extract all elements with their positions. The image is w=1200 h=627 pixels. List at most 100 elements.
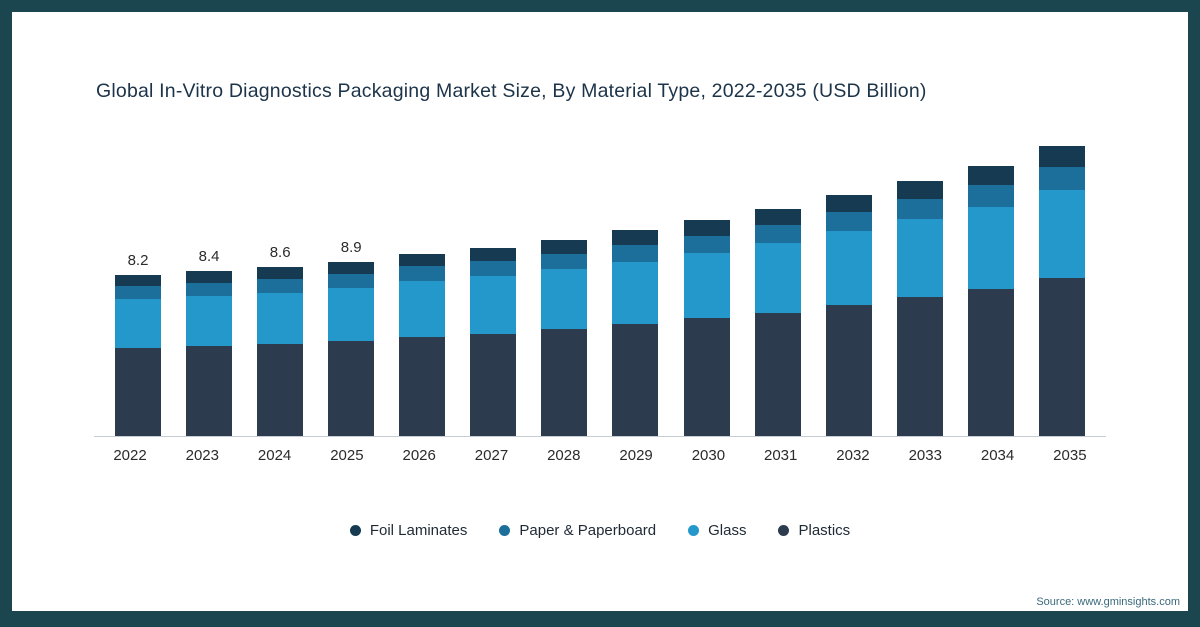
bar-value-label-2026 <box>399 231 445 249</box>
segment-glass-2033 <box>896 219 943 297</box>
segment-foil-laminates-2027 <box>470 247 517 262</box>
x-axis-labels: 2022 2023 2024 2025 2026 2027 2028 2029 2030 2031… <box>104 447 1096 464</box>
source-note: Source: www.gminsights.com <box>1036 596 1180 608</box>
segment-paper-paperboard-2025 <box>328 273 375 289</box>
segment-glass-2028 <box>541 269 588 330</box>
segment-foil-laminates-2031 <box>754 208 801 225</box>
bar-2026 <box>399 231 446 436</box>
legend-dot-icon-paper-paperboard <box>499 525 511 536</box>
bar-value-label-2031 <box>755 186 801 204</box>
segment-plastics-2023 <box>186 345 233 436</box>
segment-glass-2035 <box>1038 190 1085 279</box>
segment-paper-paperboard-2027 <box>470 261 517 277</box>
segment-plastics-2027 <box>470 334 517 436</box>
segment-plastics-2025 <box>328 340 375 436</box>
segment-plastics-2035 <box>1038 278 1085 436</box>
segment-foil-laminates-2022 <box>115 275 161 287</box>
segment-plastics-2034 <box>967 289 1014 436</box>
legend-item-foil-laminates: Foil Laminates <box>349 522 468 539</box>
legend-dot-icon-foil-laminates <box>349 525 361 536</box>
bar-value-label-2028 <box>541 217 587 235</box>
legend-item-paper-paperboard: Paper & Paperboard <box>499 522 656 539</box>
segment-paper-paperboard-2022 <box>115 286 161 299</box>
segment-plastics-2031 <box>754 312 801 436</box>
x-axis-label-2032: 2032 <box>836 447 870 464</box>
bar-2023: 8.4 <box>186 248 233 436</box>
segment-foil-laminates-2034 <box>967 165 1014 185</box>
segment-plastics-2029 <box>612 324 659 436</box>
bar-value-label-2032 <box>826 172 872 190</box>
legend-dot-icon-plastics <box>778 525 790 536</box>
bar-value-label-2024: 8.6 <box>269 244 291 262</box>
legend-label-plastics: Plastics <box>798 522 851 539</box>
bar-2031 <box>754 186 801 436</box>
segment-paper-paperboard-2034 <box>967 184 1014 207</box>
bar-value-label-2033 <box>897 158 943 176</box>
x-axis-label-2034: 2034 <box>980 447 1015 464</box>
bar-value-label-2029 <box>612 207 658 225</box>
segment-paper-paperboard-2033 <box>896 198 943 220</box>
chart-card: Global In-Vitro Diagnostics Packaging Ma… <box>12 12 1188 611</box>
bar-2032 <box>825 172 872 436</box>
segment-glass-2031 <box>754 242 801 313</box>
segment-glass-2034 <box>967 206 1014 289</box>
segment-glass-2032 <box>825 231 872 305</box>
x-axis-label-2024: 2024 <box>257 447 292 464</box>
legend: Foil Laminates Paper & Paperboard Glass Pla… <box>12 522 1188 539</box>
legend-label-glass: Glass <box>708 522 747 539</box>
x-axis-label-2025: 2025 <box>330 447 364 464</box>
segment-glass-2030 <box>683 252 730 319</box>
x-axis-label-2035: 2035 <box>1053 447 1087 464</box>
bar-value-label-2030 <box>684 197 730 215</box>
bar-2027 <box>470 225 517 436</box>
segment-plastics-2028 <box>541 329 588 436</box>
x-axis-label-2030: 2030 <box>691 447 726 464</box>
bar-2028 <box>541 217 588 436</box>
x-axis-label-2022: 2022 <box>113 447 147 464</box>
segment-glass-2027 <box>470 276 517 335</box>
segment-plastics-2022 <box>115 347 161 436</box>
x-axis-label-2028: 2028 <box>547 447 581 464</box>
segment-foil-laminates-2025 <box>328 261 375 274</box>
x-axis-label-2026: 2026 <box>402 447 436 464</box>
segment-glass-2025 <box>328 288 375 341</box>
bar-value-label-2035 <box>1039 123 1085 141</box>
bar-2022: 8.2 <box>115 252 161 436</box>
segment-paper-paperboard-2031 <box>754 224 801 243</box>
legend-label-foil-laminates: Foil Laminates <box>369 522 468 539</box>
segment-plastics-2026 <box>399 337 446 436</box>
segment-foil-laminates-2032 <box>825 194 872 212</box>
segment-glass-2024 <box>257 292 304 344</box>
bar-2030 <box>683 197 730 436</box>
bar-2033 <box>896 158 943 436</box>
bar-value-label-2027 <box>470 225 516 243</box>
segment-plastics-2033 <box>896 296 943 436</box>
x-axis-label-2033: 2033 <box>908 447 942 464</box>
segment-paper-paperboard-2023 <box>186 282 233 296</box>
bar-2025: 8.9 <box>328 239 375 436</box>
segment-paper-paperboard-2035 <box>1038 166 1085 191</box>
legend-item-glass: Glass <box>688 522 746 539</box>
segment-glass-2022 <box>115 298 161 348</box>
segment-plastics-2024 <box>257 343 304 436</box>
segment-glass-2029 <box>612 261 659 325</box>
segment-glass-2023 <box>186 295 233 346</box>
legend-dot-icon-glass <box>688 525 700 536</box>
segment-paper-paperboard-2030 <box>683 235 730 253</box>
segment-glass-2026 <box>399 281 446 337</box>
bar-value-label-2034 <box>968 143 1014 161</box>
segment-foil-laminates-2029 <box>612 230 659 245</box>
segment-plastics-2030 <box>683 318 730 436</box>
segment-paper-paperboard-2024 <box>257 279 304 293</box>
segment-foil-laminates-2028 <box>541 240 588 254</box>
x-axis-label-2023: 2023 <box>185 447 219 464</box>
segment-paper-paperboard-2026 <box>399 266 446 282</box>
segment-foil-laminates-2023 <box>186 271 233 283</box>
segment-plastics-2032 <box>825 304 872 436</box>
bar-2035 <box>1038 123 1085 436</box>
bar-2029 <box>612 207 659 436</box>
segment-foil-laminates-2035 <box>1038 145 1085 167</box>
segment-paper-paperboard-2029 <box>612 244 659 262</box>
chart-area: 8.2 8.4 8.6 8.9 2022 2023 2024 2025 2026 2027 202… <box>94 124 1106 464</box>
bar-value-label-2023: 8.4 <box>198 248 220 266</box>
